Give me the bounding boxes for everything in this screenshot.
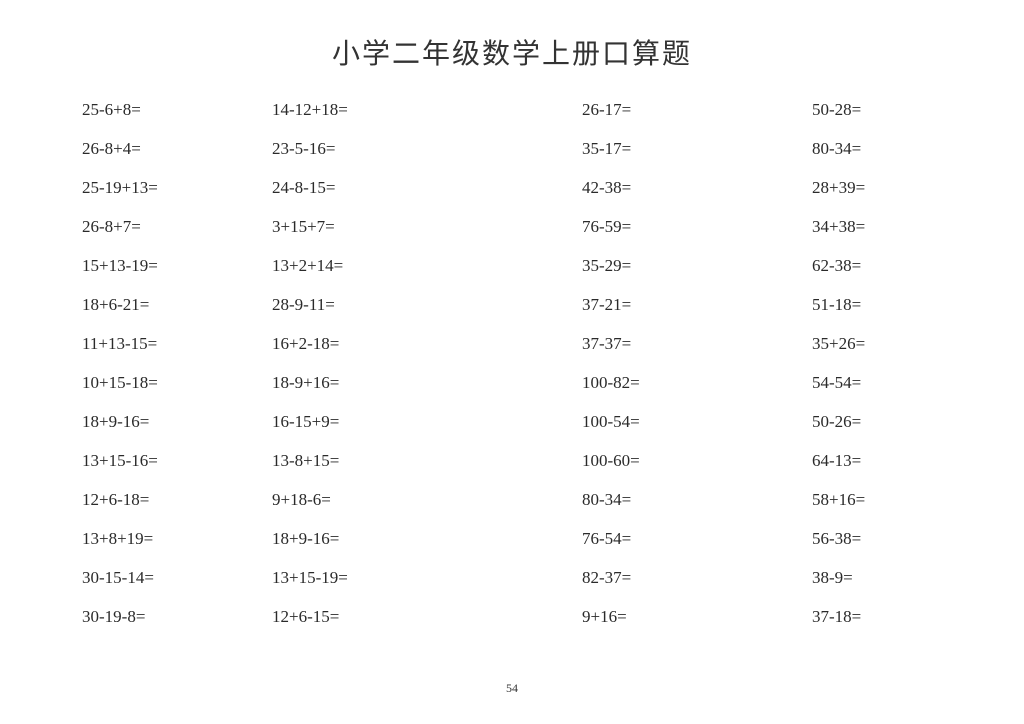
- problem-cell: 25-19+13=: [82, 178, 272, 198]
- problem-cell: 9+16=: [582, 607, 812, 627]
- problem-cell: 13-8+15=: [272, 451, 582, 471]
- problem-cell: 58+16=: [812, 490, 964, 510]
- problem-cell: 13+8+19=: [82, 529, 272, 549]
- problem-cell: 100-54=: [582, 412, 812, 432]
- problem-cell: 64-13=: [812, 451, 964, 471]
- problem-cell: 28+39=: [812, 178, 964, 198]
- problem-cell: 11+13-15=: [82, 334, 272, 354]
- problem-cell: 62-38=: [812, 256, 964, 276]
- problem-cell: 9+18-6=: [272, 490, 582, 510]
- problem-cell: 24-8-15=: [272, 178, 582, 198]
- problem-cell: 80-34=: [582, 490, 812, 510]
- problem-cell: 82-37=: [582, 568, 812, 588]
- problem-cell: 34+38=: [812, 217, 964, 237]
- problem-cell: 37-21=: [582, 295, 812, 315]
- problem-cell: 38-9=: [812, 568, 964, 588]
- problem-cell: 80-34=: [812, 139, 964, 159]
- problem-cell: 25-6+8=: [82, 100, 272, 120]
- problem-cell: 10+15-18=: [82, 373, 272, 393]
- problem-cell: 26-17=: [582, 100, 812, 120]
- problem-cell: 28-9-11=: [272, 295, 582, 315]
- problem-cell: 12+6-15=: [272, 607, 582, 627]
- problem-grid: 25-6+8=14-12+18=26-17=50-28= 26-8+4=23-5-…: [0, 100, 1024, 627]
- problem-cell: 100-82=: [582, 373, 812, 393]
- problem-cell: 18-9+16=: [272, 373, 582, 393]
- problem-cell: 30-15-14=: [82, 568, 272, 588]
- problem-cell: 35+26=: [812, 334, 964, 354]
- problem-cell: 42-38=: [582, 178, 812, 198]
- problem-cell: 35-29=: [582, 256, 812, 276]
- problem-cell: 23-5-16=: [272, 139, 582, 159]
- problem-cell: 16-15+9=: [272, 412, 582, 432]
- page-number: 54: [0, 681, 1024, 696]
- problem-cell: 50-26=: [812, 412, 964, 432]
- problem-cell: 18+9-16=: [272, 529, 582, 549]
- problem-cell: 54-54=: [812, 373, 964, 393]
- problem-cell: 26-8+4=: [82, 139, 272, 159]
- problem-cell: 100-60=: [582, 451, 812, 471]
- problem-cell: 15+13-19=: [82, 256, 272, 276]
- problem-cell: 51-18=: [812, 295, 964, 315]
- problem-cell: 13+2+14=: [272, 256, 582, 276]
- problem-cell: 56-38=: [812, 529, 964, 549]
- problem-cell: 3+15+7=: [272, 217, 582, 237]
- problem-cell: 12+6-18=: [82, 490, 272, 510]
- problem-cell: 37-18=: [812, 607, 964, 627]
- problem-cell: 14-12+18=: [272, 100, 582, 120]
- problem-cell: 13+15-19=: [272, 568, 582, 588]
- problem-cell: 35-17=: [582, 139, 812, 159]
- problem-cell: 16+2-18=: [272, 334, 582, 354]
- problem-cell: 13+15-16=: [82, 451, 272, 471]
- problem-cell: 76-59=: [582, 217, 812, 237]
- problem-cell: 50-28=: [812, 100, 964, 120]
- problem-cell: 37-37=: [582, 334, 812, 354]
- problem-cell: 30-19-8=: [82, 607, 272, 627]
- problem-cell: 18+9-16=: [82, 412, 272, 432]
- problem-cell: 76-54=: [582, 529, 812, 549]
- problem-cell: 18+6-21=: [82, 295, 272, 315]
- problem-cell: 26-8+7=: [82, 217, 272, 237]
- page-title: 小学二年级数学上册口算题: [0, 0, 1024, 100]
